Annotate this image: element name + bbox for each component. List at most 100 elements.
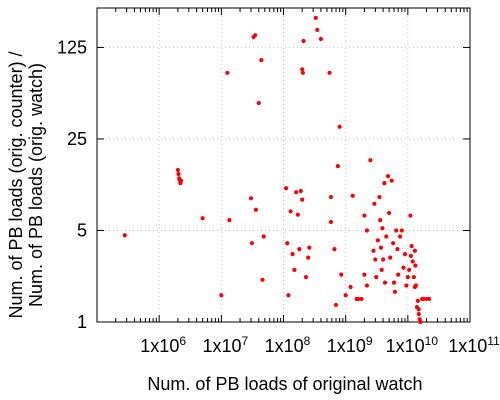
data-point [382, 280, 388, 285]
data-point [313, 15, 318, 21]
data-points [122, 15, 432, 325]
data-point [379, 267, 384, 272]
data-point [337, 124, 342, 129]
data-point [416, 311, 421, 317]
data-point [418, 319, 423, 325]
data-point [385, 174, 391, 179]
data-point [348, 284, 353, 290]
data-point [300, 197, 305, 202]
data-point [294, 190, 299, 195]
data-point [411, 275, 416, 280]
data-point [303, 275, 309, 280]
data-point [377, 194, 382, 200]
y-axis-label-line-1: Num. of PB loads (orig. counter) / [6, 51, 26, 318]
data-point [427, 296, 432, 302]
data-point [368, 158, 373, 163]
data-point [295, 212, 300, 217]
x-axis-label: Num. of PB loads of original watch [147, 374, 422, 394]
data-point [175, 167, 180, 173]
data-point [200, 216, 205, 221]
x-tick-label-mantissa: 1x10 [327, 336, 366, 356]
data-point [315, 27, 320, 33]
data-point [388, 255, 393, 260]
data-point [405, 275, 410, 280]
data-point [415, 298, 420, 303]
data-point [389, 178, 394, 183]
data-point [227, 218, 232, 223]
data-point [285, 241, 290, 246]
data-point [339, 272, 344, 277]
data-point [259, 58, 264, 63]
data-point [318, 36, 324, 42]
y-tick-label: 1 [77, 312, 87, 332]
data-point [399, 228, 404, 233]
data-point [306, 255, 311, 260]
x-tick-label-mantissa: 1x10 [140, 336, 179, 356]
data-point [391, 280, 397, 285]
x-tick-label-exponent: 8 [304, 334, 311, 348]
data-point [401, 265, 406, 270]
x-tick-label: 1x1010 [386, 334, 439, 356]
x-tick-label: 1x109 [327, 334, 373, 356]
data-point [407, 267, 412, 272]
data-point [343, 293, 348, 298]
data-point [359, 296, 364, 302]
data-point [219, 293, 224, 298]
data-point [371, 248, 376, 253]
data-point [253, 207, 259, 212]
x-tick-label-exponent: 7 [242, 334, 249, 348]
data-point [408, 213, 413, 218]
data-point [412, 248, 418, 253]
x-tick-label-exponent: 10 [425, 334, 439, 348]
data-point [292, 267, 297, 272]
data-point [260, 277, 265, 282]
data-point [362, 213, 367, 218]
x-tick-labels: 1x106 1x107 1x108 1x109 1x1010 1x1011 [140, 334, 500, 356]
data-point [297, 247, 302, 252]
data-point [409, 243, 414, 249]
x-tick-label: 1x107 [202, 334, 248, 356]
data-point [408, 253, 413, 258]
data-point [178, 178, 184, 183]
x-tick-label-exponent: 9 [366, 334, 373, 348]
data-point [362, 272, 367, 277]
data-point [397, 234, 403, 239]
data-point [261, 234, 266, 239]
data-point [402, 252, 408, 257]
y-axis-label: Num. of PB loads (orig. counter) / Num. … [6, 51, 46, 318]
data-point [356, 296, 361, 302]
data-point [350, 193, 355, 198]
data-point [286, 293, 291, 298]
data-point [283, 186, 289, 191]
data-point [328, 219, 334, 225]
data-point [300, 67, 305, 72]
x-tick-label: 1x108 [265, 334, 311, 356]
data-point [395, 247, 400, 252]
x-tick-label-mantissa: 1x10 [448, 336, 487, 356]
y-axis-label-line-2: Num. of PB loads (orig. watch) [26, 63, 46, 307]
data-point [378, 218, 383, 223]
data-point [364, 228, 370, 233]
y-tick-labels: 1 5 25 125 [57, 37, 87, 332]
data-point [290, 252, 295, 257]
y-tick-label: 5 [77, 220, 87, 240]
data-point [307, 245, 312, 250]
data-point [394, 228, 399, 233]
data-point [328, 194, 334, 200]
data-point [249, 241, 254, 246]
data-point [396, 272, 401, 277]
data-point [300, 70, 305, 75]
data-point [372, 201, 377, 206]
y-tick-label: 25 [67, 129, 87, 149]
data-point [404, 283, 409, 288]
data-point [387, 210, 392, 216]
data-point [384, 234, 389, 239]
x-tick-label-mantissa: 1x10 [202, 336, 241, 356]
data-point [176, 171, 181, 177]
data-point [301, 38, 306, 44]
data-point [298, 188, 303, 194]
x-tick-label-exponent: 6 [179, 334, 186, 348]
data-point [253, 33, 258, 38]
x-tick-label: 1x1011 [448, 334, 500, 356]
